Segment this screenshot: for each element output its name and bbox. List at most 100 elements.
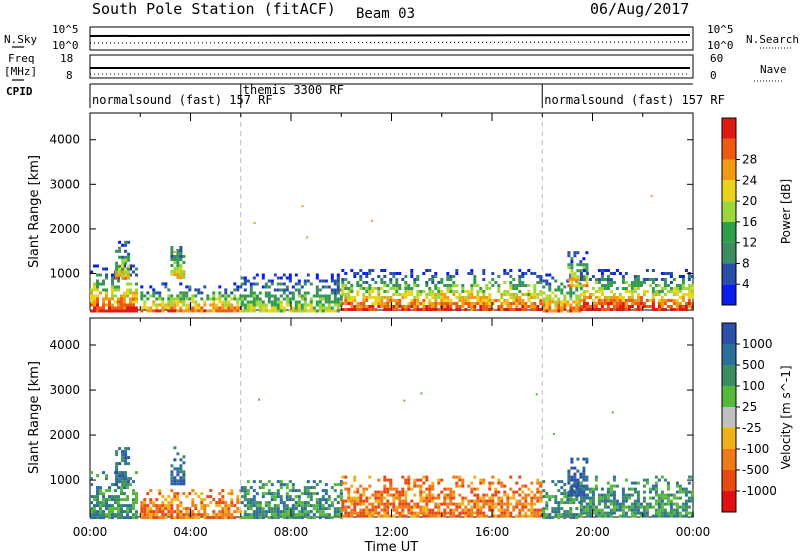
echo-cell — [297, 303, 301, 307]
echo-cell — [663, 478, 667, 482]
echo-cell — [524, 496, 528, 500]
echo-cell — [533, 514, 537, 518]
echo-cell — [618, 514, 622, 518]
noise-tick-bottom-right: 10^0 — [707, 39, 734, 52]
echo-cell — [111, 291, 114, 295]
echo-cell — [309, 498, 313, 502]
echo-cell — [452, 496, 456, 500]
echo-cell — [527, 293, 531, 296]
echo-cell — [374, 296, 378, 299]
echo-cell — [404, 308, 408, 311]
echo-cell — [509, 511, 513, 515]
echo-cell — [176, 297, 180, 301]
echo-cell — [152, 510, 156, 514]
station-title: South Pole Station (fitACF) — [92, 0, 336, 18]
echo-cell — [93, 303, 96, 307]
echo-cell — [398, 502, 402, 506]
echo-cell — [420, 392, 423, 395]
echo-cell — [380, 299, 384, 302]
echo-cell — [539, 493, 543, 497]
echo-cell — [509, 475, 513, 479]
echo-cell — [127, 258, 131, 262]
echo-cell — [303, 294, 307, 298]
echo-cell — [518, 302, 522, 305]
colorbar-cell — [722, 201, 736, 222]
echo-cell — [660, 302, 664, 305]
echo-cell — [603, 502, 607, 506]
echo-cell — [117, 513, 120, 517]
echo-cell — [449, 302, 453, 305]
echo-cell — [203, 513, 207, 517]
echo-cell — [273, 513, 277, 517]
echo-cell — [389, 302, 393, 305]
echo-cell — [446, 284, 450, 287]
echo-cell — [224, 291, 228, 295]
echo-cell — [428, 305, 432, 308]
echo-cell — [467, 511, 471, 515]
echo-cell — [114, 285, 117, 289]
echo-cell — [224, 300, 228, 304]
echo-cell — [191, 501, 195, 505]
echo-cell — [578, 306, 582, 310]
echo-cell — [179, 297, 183, 301]
echo-cell — [380, 502, 384, 506]
echo-cell — [246, 504, 250, 508]
echo-cell — [318, 279, 322, 283]
echo-cell — [681, 505, 685, 509]
echo-cell — [455, 269, 459, 272]
echo-cell — [249, 300, 253, 304]
echo-cell — [182, 516, 186, 520]
echo-cell — [164, 498, 168, 502]
echo-cell — [273, 303, 277, 307]
echo-cell — [570, 466, 574, 470]
echo-cell — [609, 284, 613, 287]
echo-cell — [306, 501, 310, 505]
echo-cell — [279, 483, 283, 487]
echo-cell — [398, 505, 402, 509]
echo-cell — [651, 269, 655, 272]
echo-cell — [515, 287, 519, 290]
echo-cell — [341, 505, 345, 509]
echo-cell — [591, 293, 595, 296]
echo-cell — [108, 498, 111, 502]
echo-cell — [585, 269, 589, 273]
echo-cell — [135, 291, 138, 295]
echo-cell — [200, 498, 204, 502]
echo-cell — [224, 294, 228, 298]
y-tick-label: 2000 — [49, 222, 80, 236]
echo-cell — [324, 285, 328, 289]
echo-cell — [603, 511, 607, 515]
echo-cell — [288, 297, 292, 301]
echo-cell — [576, 469, 580, 473]
echo-cell — [170, 482, 174, 486]
echo-cell — [455, 290, 459, 293]
echo-cell — [536, 499, 540, 503]
echo-cell — [371, 296, 375, 299]
echo-cell — [440, 281, 444, 284]
echo-cell — [536, 508, 540, 512]
echo-cell — [182, 507, 186, 511]
echo-cell — [636, 287, 640, 290]
echo-cell — [542, 480, 546, 484]
echo-cell — [458, 475, 462, 479]
echo-cell — [464, 302, 468, 305]
echo-cell — [179, 479, 183, 483]
echo-cell — [333, 513, 337, 517]
echo-cell — [170, 501, 174, 505]
echo-cell — [554, 303, 558, 307]
echo-cell — [461, 305, 465, 308]
echo-cell — [377, 293, 381, 296]
echo-cell — [261, 510, 265, 514]
echo-cell — [594, 475, 598, 479]
echo-cell — [690, 475, 694, 479]
echo-cell — [467, 290, 471, 293]
echo-cell — [149, 513, 153, 517]
echo-cell — [512, 284, 516, 287]
echo-cell — [603, 299, 607, 302]
echo-cell — [252, 300, 256, 304]
echo-cell — [660, 496, 664, 500]
echo-cell — [560, 291, 564, 295]
x-tick-label: 16:00 — [475, 525, 510, 539]
echo-cell — [108, 489, 111, 493]
echo-cell — [500, 514, 504, 518]
